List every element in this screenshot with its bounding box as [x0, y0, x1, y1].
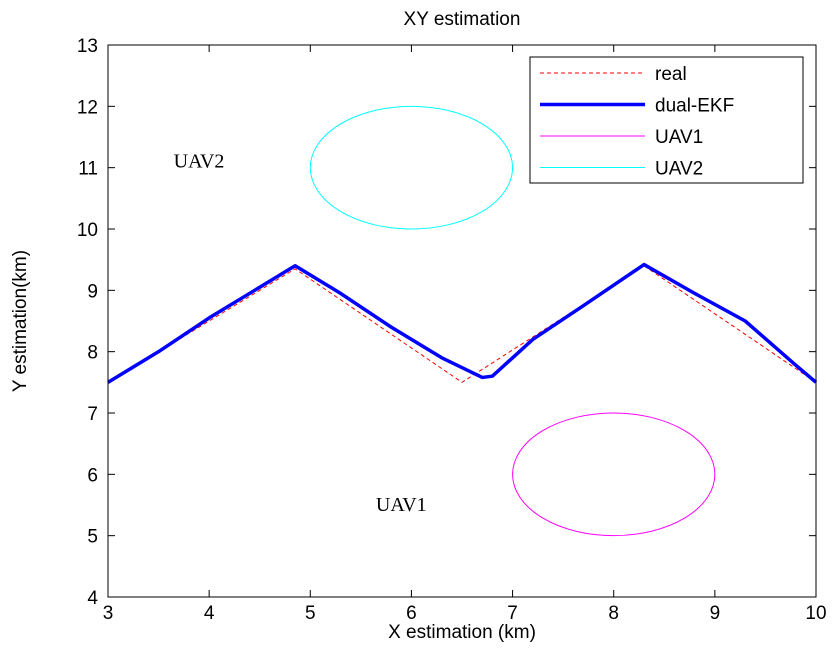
legend: real dual-EKF UAV1 UAV2	[529, 56, 804, 184]
x-tick-label: 7	[507, 603, 518, 624]
x-tick-label: 5	[305, 603, 316, 624]
y-tick-label: 10	[77, 220, 98, 241]
y-tick-label: 7	[87, 404, 98, 425]
legend-real-label: real	[655, 64, 687, 85]
x-tick-label: 4	[204, 603, 215, 624]
series-uav2-circle	[309, 105, 514, 230]
y-axis-label: Y estimation(km)	[10, 250, 31, 392]
legend-box	[529, 56, 804, 184]
y-tick-label: 11	[78, 159, 98, 180]
x-tick-label: 6	[406, 603, 417, 624]
annotation-uav2: UAV2	[174, 151, 225, 173]
y-tick-label: 8	[87, 343, 98, 364]
x-tick-label: 8	[608, 603, 619, 624]
series-layer	[107, 105, 818, 537]
x-axis-label: X estimation (km)	[388, 622, 536, 643]
x-tick-label: 10	[805, 603, 826, 624]
legend-uav1-label: UAV1	[655, 127, 703, 148]
plot-area-frame	[107, 44, 817, 598]
y-tick-label: 12	[77, 97, 98, 118]
legend-dual-ekf-label: dual-EKF	[655, 96, 734, 117]
x-tick-label: 9	[710, 603, 721, 624]
y-tick-label: 9	[87, 281, 98, 302]
y-tick-label: 6	[87, 465, 98, 486]
legend-uav2-label: UAV2	[655, 159, 703, 180]
y-tick-label: 4	[87, 588, 98, 609]
y-tick-label: 5	[87, 527, 98, 548]
x-tick-label: 3	[103, 603, 114, 624]
annotation-layer: UAV2 UAV1	[174, 151, 427, 516]
annotation-uav1: UAV1	[376, 494, 427, 516]
y-tick-label: 13	[77, 36, 98, 57]
series-dual-ekf-line	[107, 262, 818, 384]
chart-title: XY estimation	[404, 9, 521, 30]
series-real-line	[107, 265, 817, 383]
series-uav1-circle	[512, 412, 716, 537]
